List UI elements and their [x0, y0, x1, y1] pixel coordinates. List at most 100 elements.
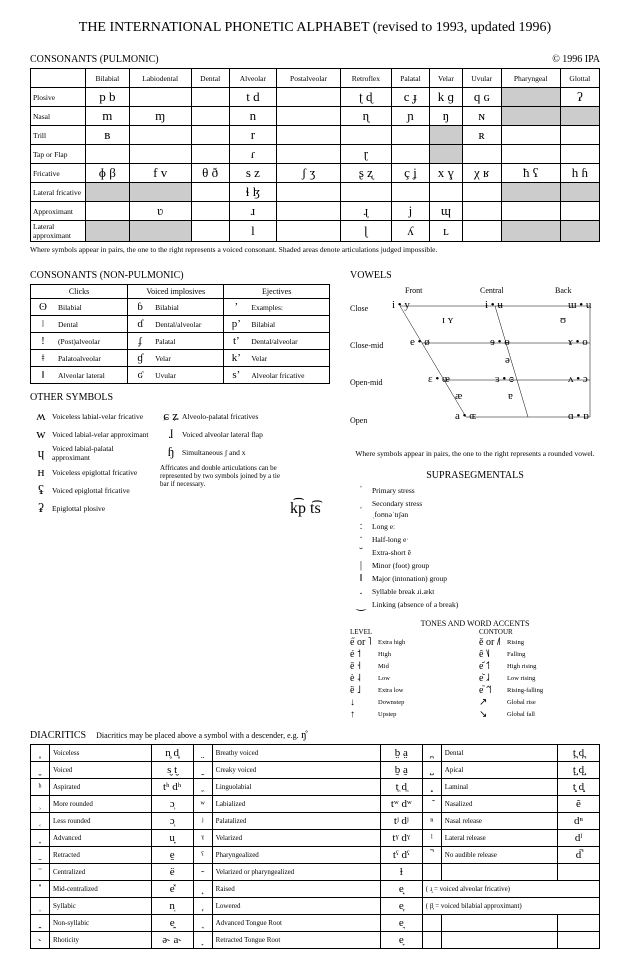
desc-cell: Velar	[248, 350, 329, 367]
tone-symbol: ȅ ˩	[350, 685, 378, 696]
tone-desc: Global fall	[507, 711, 600, 718]
diac-cell: ˠ	[193, 830, 212, 847]
desc-cell: Dental/alveolar	[152, 316, 224, 333]
diac-cell: ( ɹ̝ = voiced alveolar fricative)	[422, 881, 599, 898]
diac-cell: Nasalized	[441, 796, 557, 813]
diac-cell: ( β̞ = voiced bilabial approximant)	[422, 898, 599, 915]
diac-cell: ̴	[193, 864, 212, 881]
tones-table: LEVEL e̋ or ˥Extra highé ˦Highē ˧Midè ˨L…	[350, 628, 600, 721]
tone-symbol: ě or ˩˥	[479, 637, 507, 648]
pulmonic-note: Where symbols appear in pairs, the one t…	[30, 245, 600, 254]
col-header: Bilabial	[86, 69, 130, 88]
tone-symbol: é ˦	[350, 649, 378, 660]
ipa-cell	[277, 126, 341, 145]
diac-cell: u̟	[151, 830, 193, 847]
col-header: Dental	[191, 69, 229, 88]
diac-cell: ̝	[193, 881, 212, 898]
ipa-cell: ɳ	[341, 107, 392, 126]
symbol-desc: Voiced labial-velar approximant	[52, 430, 150, 439]
desc-cell: Palatoalveolar	[55, 350, 128, 367]
diac-cell: ë	[151, 864, 193, 881]
symbol-desc: Voiceless labial-velar fricative	[52, 412, 150, 421]
diac-cell: Non-syllabic	[50, 915, 152, 932]
desc-cell: Uvular	[152, 367, 224, 384]
ipa-cell	[560, 202, 599, 221]
col-header: Alveolar	[229, 69, 276, 88]
diac-cell: tˤ dˤ	[380, 847, 422, 864]
ipa-symbol: w	[30, 426, 52, 442]
symbol-desc: Voiced alveolar lateral flap	[182, 430, 280, 439]
ipa-cell: tʼ	[224, 333, 249, 350]
diac-cell: d̚	[558, 847, 600, 864]
ipa-cell	[191, 221, 229, 242]
symbol-desc: Voiced labial-palatal approximant	[52, 444, 150, 462]
ipa-cell: ŋ	[430, 107, 462, 126]
ipa-cell: j	[391, 202, 430, 221]
ipa-cell	[560, 126, 599, 145]
ipa-cell	[501, 126, 560, 145]
ipa-cell	[501, 221, 560, 242]
diac-cell: Retracted Tongue Root	[212, 932, 380, 949]
ipa-cell: s z	[229, 164, 276, 183]
tone-symbol: e᷅ ˩˨	[479, 673, 507, 684]
ipa-cell	[129, 221, 191, 242]
desc-cell: Bilabial	[55, 299, 128, 316]
col-header: Labiodental	[129, 69, 191, 88]
symbol-desc: Minor (foot) group	[372, 561, 600, 570]
diac-cell: Less rounded	[50, 813, 152, 830]
diac-cell: No audible release	[441, 847, 557, 864]
ipa-cell	[462, 145, 501, 164]
diac-cell	[558, 915, 600, 932]
nonpulmonic-table: ClicksVoiced implosivesEjectives ʘBilabi…	[30, 284, 330, 384]
ipa-cell	[560, 183, 599, 202]
ipa-cell: f v	[129, 164, 191, 183]
col-header: Voiced implosives	[128, 285, 224, 299]
diac-cell: ̥	[31, 745, 50, 762]
desc-cell: Dental/alveolar	[248, 333, 329, 350]
tone-symbol: ↑	[350, 709, 378, 720]
ipa-cell	[86, 145, 130, 164]
desc-cell: Velar	[152, 350, 224, 367]
ipa-symbol: ɕ ʑ	[160, 408, 182, 424]
diac-cell: t̺ d̺	[558, 762, 600, 779]
ipa-cell: ɗ	[128, 316, 153, 333]
diac-cell: tʷ dʷ	[380, 796, 422, 813]
ipa-cell: ɭ	[341, 221, 392, 242]
row-header: Approximant	[31, 202, 86, 221]
symbol-desc: ˌfoʊnəˈtɪʃən	[372, 510, 600, 519]
ipa-cell: sʼ	[224, 367, 249, 384]
ipa-symbol: ʡ	[30, 500, 52, 516]
diac-cell: b̰ a̰	[380, 762, 422, 779]
ipa-cell: ħ ʕ	[501, 164, 560, 183]
symbol-desc: Primary stress	[372, 486, 600, 495]
diac-cell	[441, 932, 557, 949]
ipa-cell	[277, 145, 341, 164]
ipa-cell: ʃ ʒ	[277, 164, 341, 183]
ipa-cell	[277, 88, 341, 107]
diac-cell: ̪	[422, 745, 441, 762]
ipa-cell	[462, 221, 501, 242]
symbol-desc: Long eː	[372, 522, 600, 531]
desc-cell: Palatal	[152, 333, 224, 350]
tone-desc: Low rising	[507, 675, 600, 682]
suprasegmentals: ˈPrimary stressˌSecondary stressˌfoʊnəˈt…	[350, 484, 600, 611]
diac-cell: Lowered	[212, 898, 380, 915]
desc-cell: Bilabial	[248, 316, 329, 333]
ipa-cell	[341, 126, 392, 145]
ipa-symbol: ‖	[350, 572, 372, 584]
ipa-cell: ɬ ɮ	[229, 183, 276, 202]
diac-cell: ʰ	[31, 779, 50, 796]
symbol-desc: Simultaneous ʃ and x	[182, 448, 280, 457]
ipa-cell	[277, 107, 341, 126]
ipa-cell	[191, 145, 229, 164]
ipa-cell: q ɢ	[462, 88, 501, 107]
diac-cell: e̝	[380, 881, 422, 898]
diac-cell: n̥ d̥	[151, 745, 193, 762]
diac-cell: Linguolabial	[212, 779, 380, 796]
diac-cell: ̹	[31, 796, 50, 813]
diac-cell: ə˞ a˞	[151, 932, 193, 949]
ipa-cell: p b	[86, 88, 130, 107]
symbol-desc: Extra-short ĕ	[372, 548, 600, 557]
tone-desc: Rising	[507, 639, 600, 646]
diac-cell: s̬ t̬	[151, 762, 193, 779]
